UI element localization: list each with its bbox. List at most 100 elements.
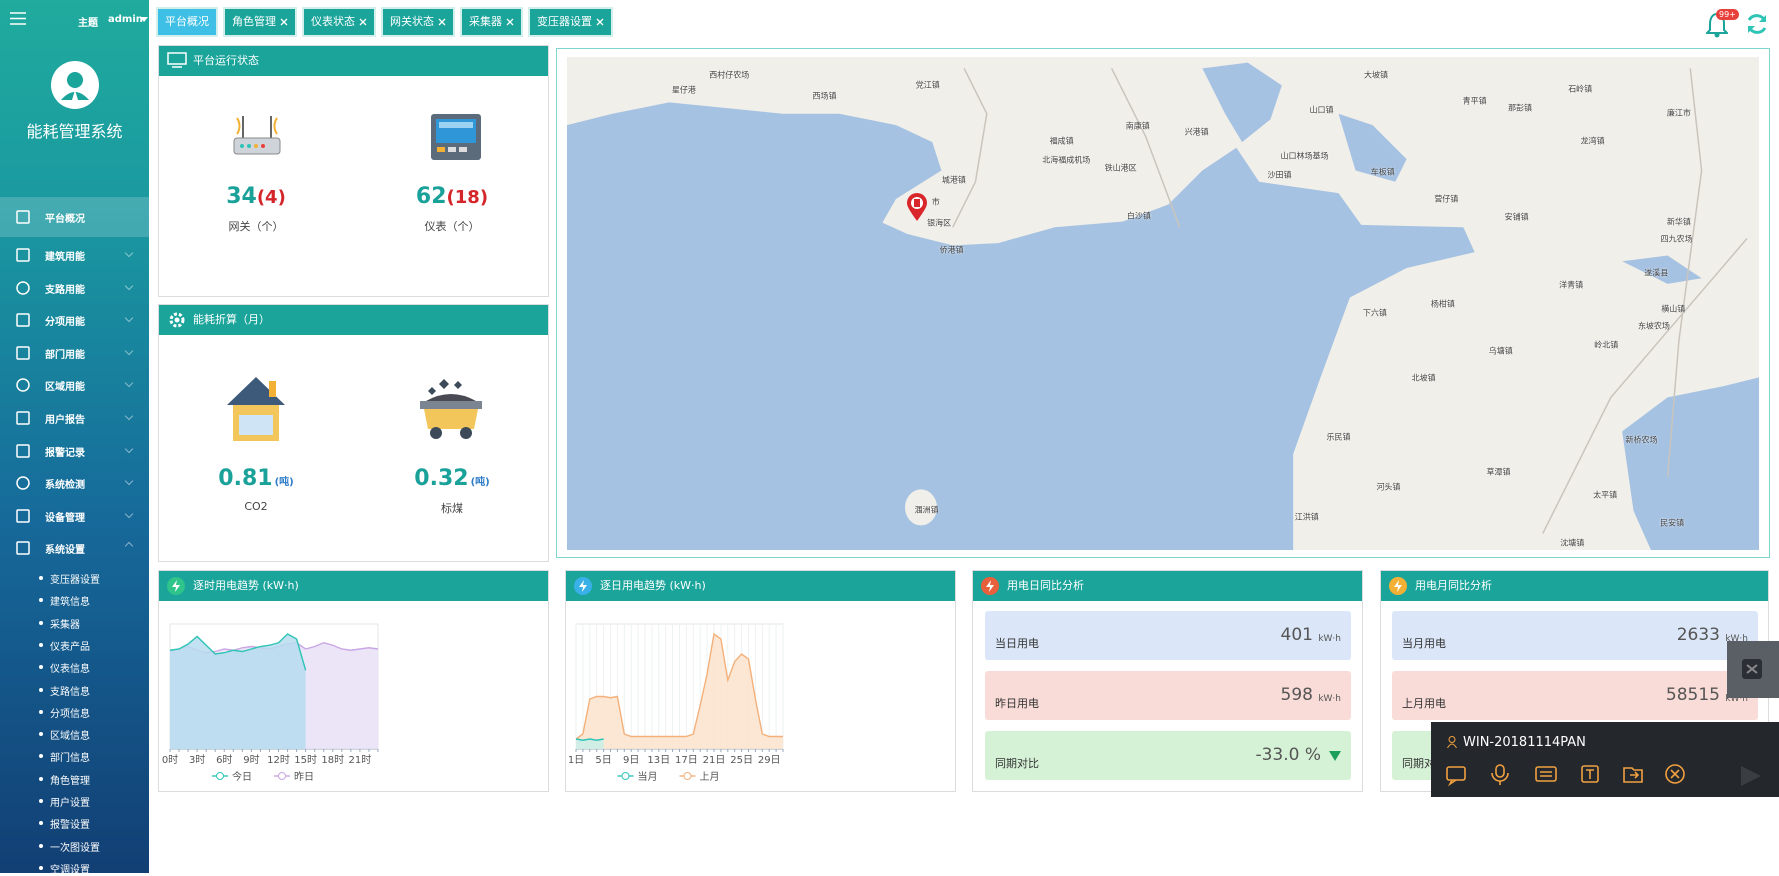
header-icon xyxy=(167,52,187,68)
menu-chevron xyxy=(124,281,134,290)
menu-item[interactable]: 设备管理 xyxy=(45,512,85,524)
map-label: 新华镇 xyxy=(1666,217,1691,227)
tab[interactable]: 平台概况 xyxy=(158,9,216,35)
energy-conversion-panel: 能耗折算（月） 0.81 (吨) CO2 0.32 (吨) 标煤 xyxy=(158,304,549,562)
tab-label[interactable]: 仪表状态 xyxy=(311,15,355,28)
tab-label[interactable]: 角色管理 xyxy=(232,15,276,28)
submenu-item[interactable]: 空调设置 xyxy=(50,864,90,876)
map-marker[interactable] xyxy=(906,192,928,222)
tab[interactable]: 网关状态 xyxy=(383,9,453,35)
map-label: 草潭镇 xyxy=(1486,467,1511,477)
panel-title: 用电日同比分析 xyxy=(1007,579,1084,592)
menu-chevron xyxy=(124,411,134,421)
menu-item[interactable]: 部门用能 xyxy=(45,349,85,361)
tab-close[interactable] xyxy=(359,18,367,26)
submenu-item[interactable]: 角色管理 xyxy=(50,775,90,787)
menu-item[interactable]: 建筑用能 xyxy=(45,252,85,263)
submenu-bullet xyxy=(39,598,43,603)
menu-item[interactable]: 系统检测 xyxy=(45,480,85,492)
stat-unit: (吨) xyxy=(274,477,294,488)
tab-bar: 平台概况 角色管理 仪表状态 网关状态 采集器 变压器设置 xyxy=(158,9,611,35)
handle-icon xyxy=(1742,659,1762,679)
map-label: 江洪镇 xyxy=(1294,512,1319,521)
road xyxy=(1542,238,1748,534)
menu-toggle[interactable] xyxy=(10,12,26,25)
submenu-item[interactable]: 一次图设置 xyxy=(50,842,100,854)
road xyxy=(1110,68,1181,228)
menu-chevron xyxy=(124,313,134,323)
side-handle[interactable] xyxy=(1727,641,1779,698)
map[interactable]: 西村仔农场 星仔港 西场镇 党江镇 大坡镇 石岭镇 青平镇 那彭镇 山口镇 廉江市 南康镇 兴港镇 福成… xyxy=(567,57,1759,550)
stat-unit: (吨) xyxy=(470,477,490,488)
tab-label[interactable]: 变压器设置 xyxy=(537,15,592,28)
map-frame xyxy=(556,48,1770,558)
menu-item[interactable]: 用户报告 xyxy=(45,415,85,426)
map-label: 银海区 xyxy=(927,218,952,228)
submenu-item[interactable]: 部门信息 xyxy=(50,753,90,765)
daily-comparison-panel: 用电日同比分析 当日用电 401 kW·h 昨日用电 598 kW·h 同期对比 -33.… xyxy=(972,570,1363,792)
submenu-bullet xyxy=(39,620,43,625)
tab-close[interactable] xyxy=(506,18,514,26)
map-label: 那彭镇 xyxy=(1508,103,1533,113)
notification-badge: 99+ xyxy=(1716,9,1739,20)
map-label: 东坡农场 xyxy=(1637,321,1670,331)
map-label: 廉江市 xyxy=(1666,108,1691,118)
tab[interactable]: 角色管理 xyxy=(225,9,295,35)
panel-title: 能耗折算（月） xyxy=(193,313,270,326)
submenu-item[interactable]: 采集器 xyxy=(50,619,80,631)
platform-status-panel: 平台运行状态 34(4) 网关（个） 62(18) 仪表（个） xyxy=(158,45,549,297)
menu-item[interactable]: 支路用能 xyxy=(45,284,85,296)
menu-chevron xyxy=(124,542,134,551)
menu-item[interactable]: 系统设置 xyxy=(45,545,85,557)
stat-label: CO2 xyxy=(244,500,268,513)
row-label: 上月用电 xyxy=(1402,697,1446,710)
menu-item[interactable]: 分项用能 xyxy=(45,317,85,329)
panel-title: 用电月同比分析 xyxy=(1415,579,1492,592)
coal-stat: 0.32 (吨) xyxy=(372,466,532,491)
submenu-item[interactable]: 报警设置 xyxy=(50,820,90,832)
tab-close[interactable] xyxy=(280,18,288,26)
toolbar-buttons[interactable] xyxy=(1445,762,1779,788)
submenu-bullet xyxy=(39,843,43,848)
theme-button[interactable]: 主题 xyxy=(78,18,98,29)
map-shapes xyxy=(567,57,1759,550)
submenu-item[interactable]: 分项信息 xyxy=(50,708,90,720)
menu-item[interactable]: 报警记录 xyxy=(45,447,85,459)
menu-item[interactable]: 平台概况 xyxy=(45,214,85,225)
tab-label[interactable]: 网关状态 xyxy=(390,15,434,28)
menu-icon xyxy=(16,509,30,523)
submenu-item[interactable]: 仪表产品 xyxy=(50,641,90,653)
co2-stat: 0.81 (吨) xyxy=(176,466,336,491)
header-icon xyxy=(169,312,185,328)
user-menu[interactable]: admin xyxy=(108,14,143,25)
refresh-button[interactable] xyxy=(1745,12,1769,36)
tab-label[interactable]: 采集器 xyxy=(469,15,502,28)
tab-label[interactable]: 平台概况 xyxy=(165,15,209,28)
menu-icon xyxy=(16,411,30,425)
tab-close[interactable] xyxy=(596,18,604,26)
submenu-bullet xyxy=(39,754,43,759)
tab[interactable]: 变压器设置 xyxy=(530,9,611,35)
tab[interactable]: 仪表状态 xyxy=(304,9,374,35)
water xyxy=(1338,113,1407,182)
tab[interactable]: 采集器 xyxy=(462,9,521,35)
stat-box: 上月用电 58515 kW·h xyxy=(1392,671,1758,720)
row-value: 2633 xyxy=(1676,625,1720,645)
island xyxy=(904,489,937,526)
submenu-item[interactable]: 变压器设置 xyxy=(50,575,100,586)
submenu-item[interactable]: 仪表信息 xyxy=(50,664,90,676)
map-label: 横山镇 xyxy=(1661,304,1686,314)
submenu-item[interactable]: 区域信息 xyxy=(50,731,90,743)
row-value: 58515 xyxy=(1665,685,1720,705)
map-label: 兴港镇 xyxy=(1184,127,1209,137)
submenu-item[interactable]: 用户设置 xyxy=(50,798,90,809)
menu-item[interactable]: 区域用能 xyxy=(45,382,85,394)
map-label: 山口林场基场 xyxy=(1280,151,1329,161)
submenu-item[interactable]: 建筑信息 xyxy=(50,597,90,609)
map-label: 沈塘镇 xyxy=(1560,538,1585,548)
tab-close[interactable] xyxy=(438,18,446,26)
submenu-item[interactable]: 支路信息 xyxy=(50,686,90,698)
stat-offline: (4) xyxy=(256,187,286,208)
map-label: 四九农场 xyxy=(1660,234,1693,244)
map-label: 洋青镇 xyxy=(1559,280,1584,290)
